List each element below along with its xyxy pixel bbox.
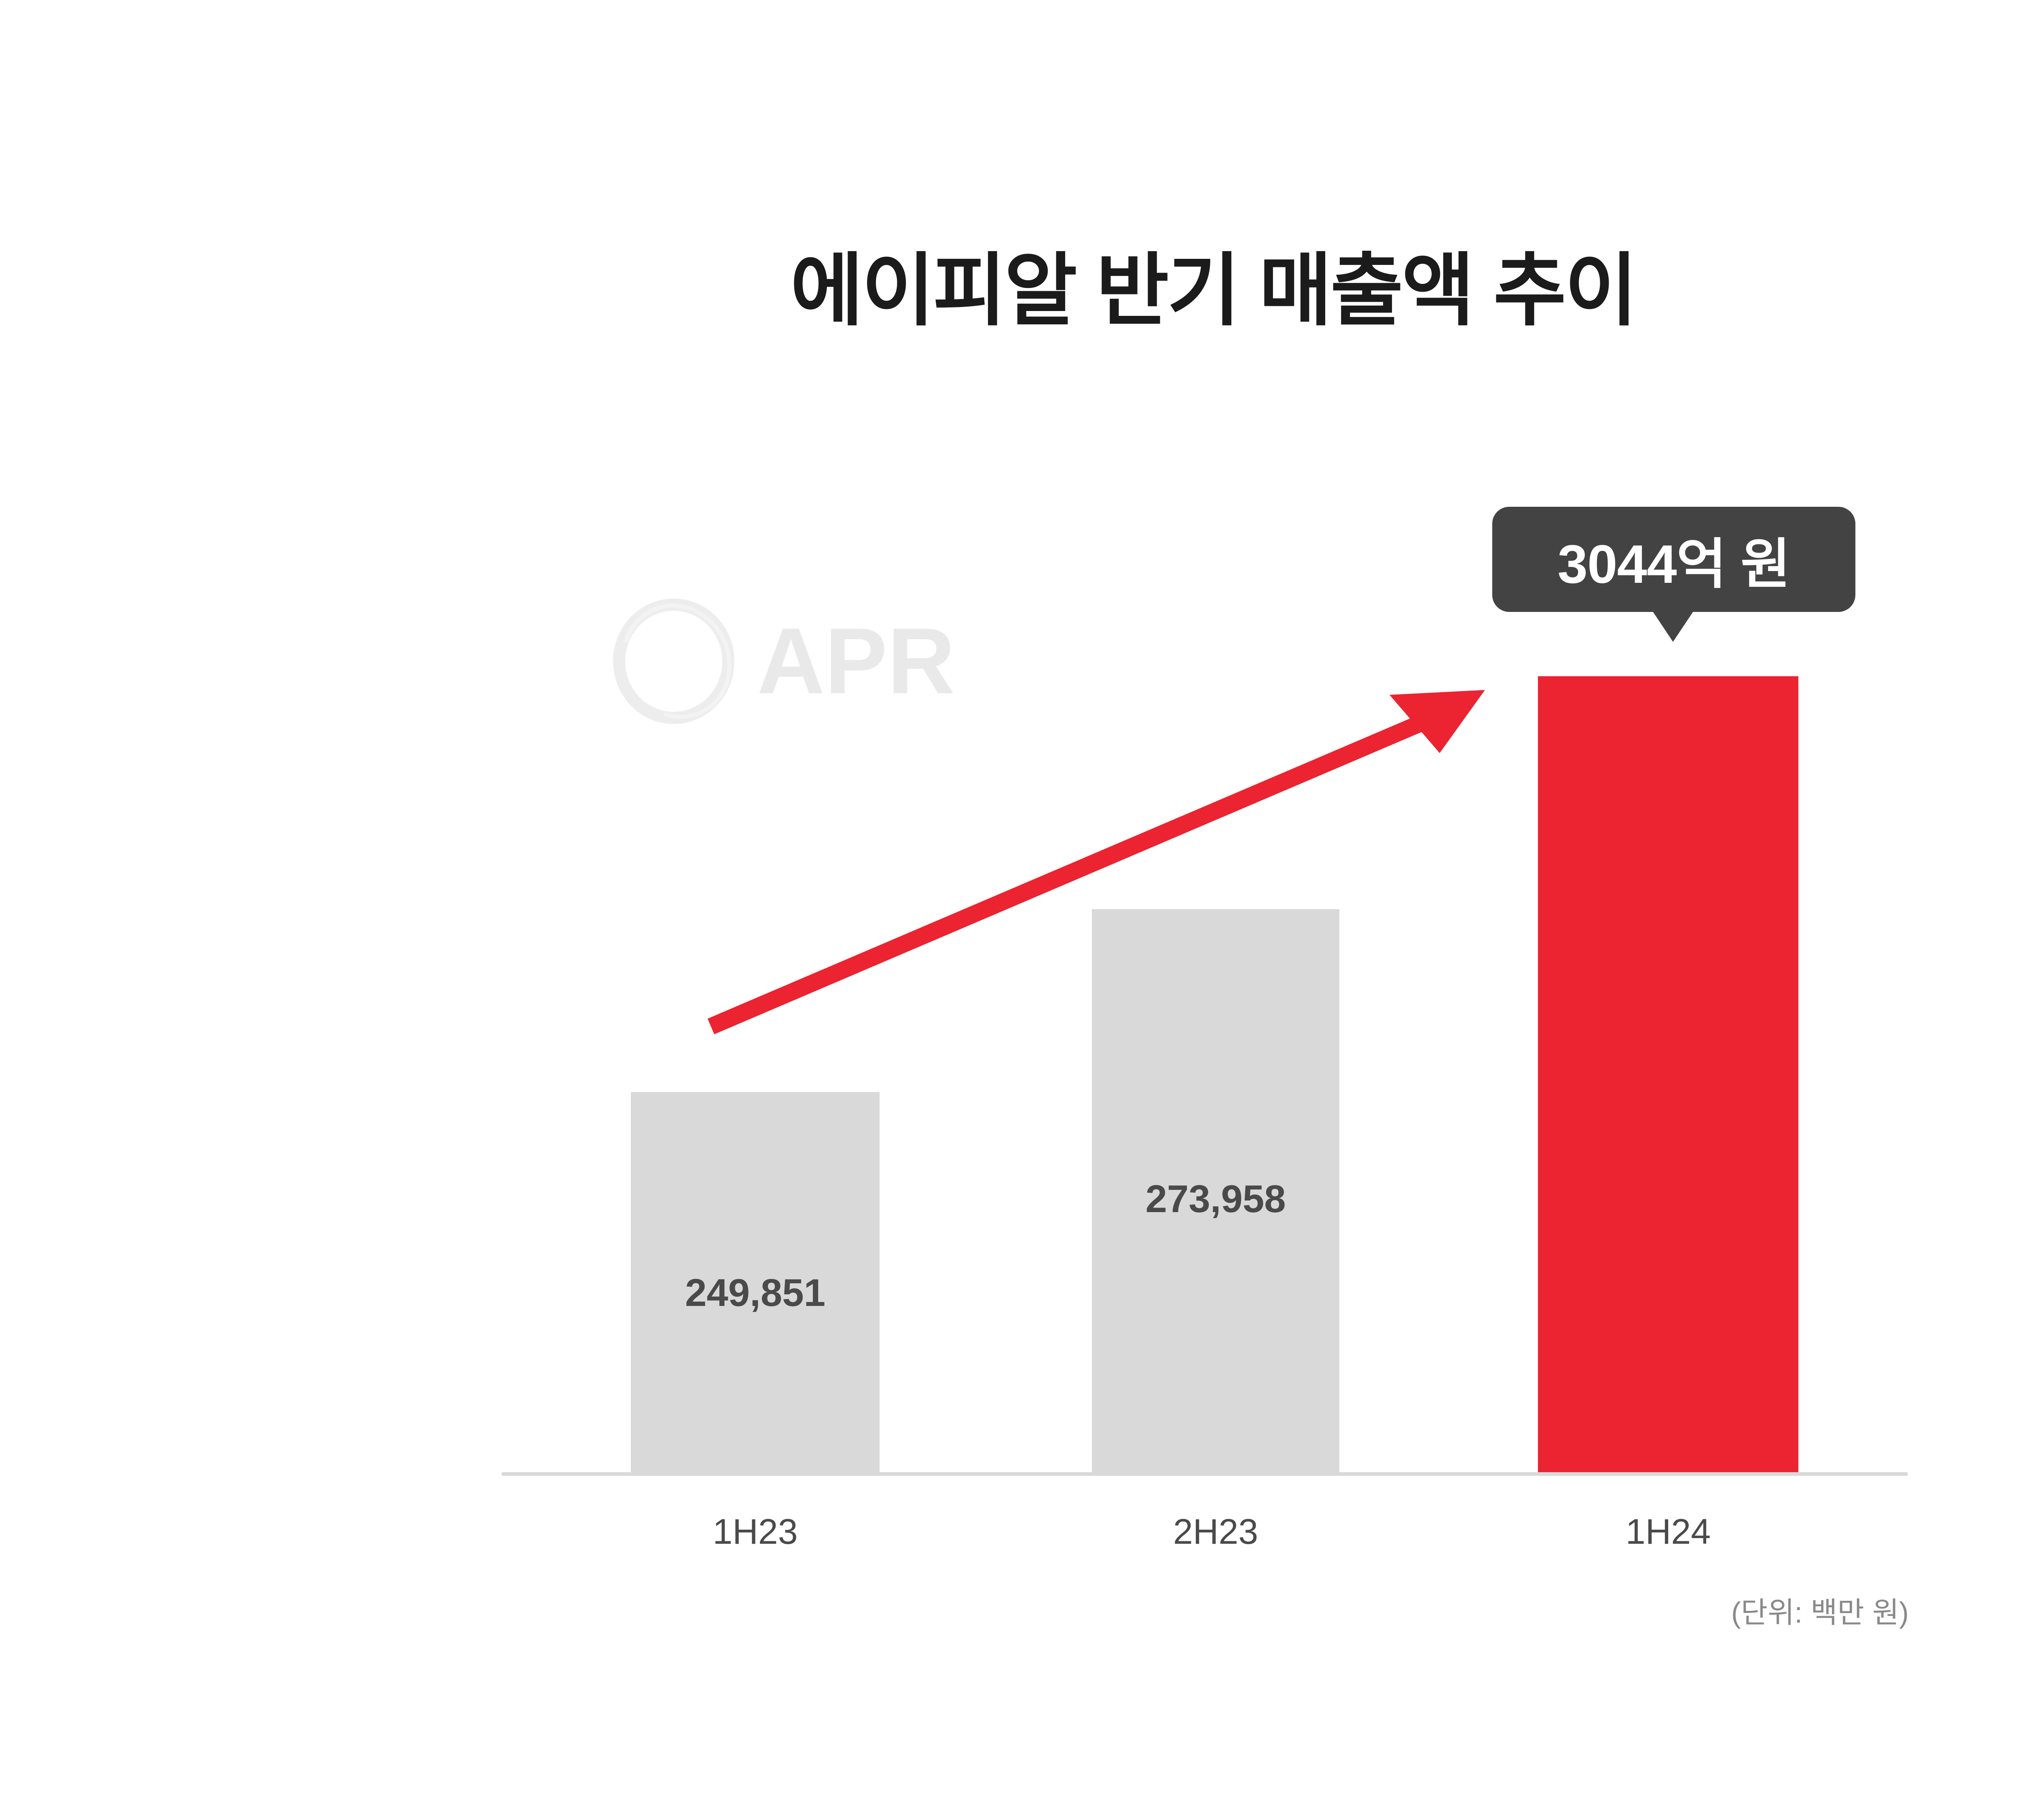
watermark-ring-outer: [613, 599, 734, 724]
apr-watermark-logo: APR: [601, 584, 1042, 739]
watermark-ring-icon: [601, 584, 752, 739]
bar-value-1h23: 249,851: [685, 1271, 825, 1314]
x-axis-line: [501, 1472, 1908, 1476]
value-callout: 3044억 원: [1492, 507, 1855, 612]
page-title: 에이피알 반기 매출액 추이: [790, 246, 1638, 335]
x-tick-1h24: 1H24: [1625, 1511, 1711, 1551]
unit-note: (단위: 백만 원): [1731, 1597, 1909, 1629]
value-callout-text: 3044억 원: [1557, 534, 1791, 595]
bar-2h23: 273,958: [1092, 909, 1339, 1474]
x-tick-1h23: 1H23: [713, 1511, 798, 1551]
bar-1h23: 249,851: [631, 1092, 880, 1474]
watermark-wordmark: APR: [757, 609, 955, 713]
value-callout-pointer: [1652, 610, 1694, 642]
bar-value-2h23: 273,958: [1145, 1177, 1286, 1221]
watermark-ring-inner: [601, 584, 752, 739]
x-tick-2h23: 2H23: [1173, 1511, 1258, 1551]
bar-1h24: [1538, 676, 1798, 1474]
